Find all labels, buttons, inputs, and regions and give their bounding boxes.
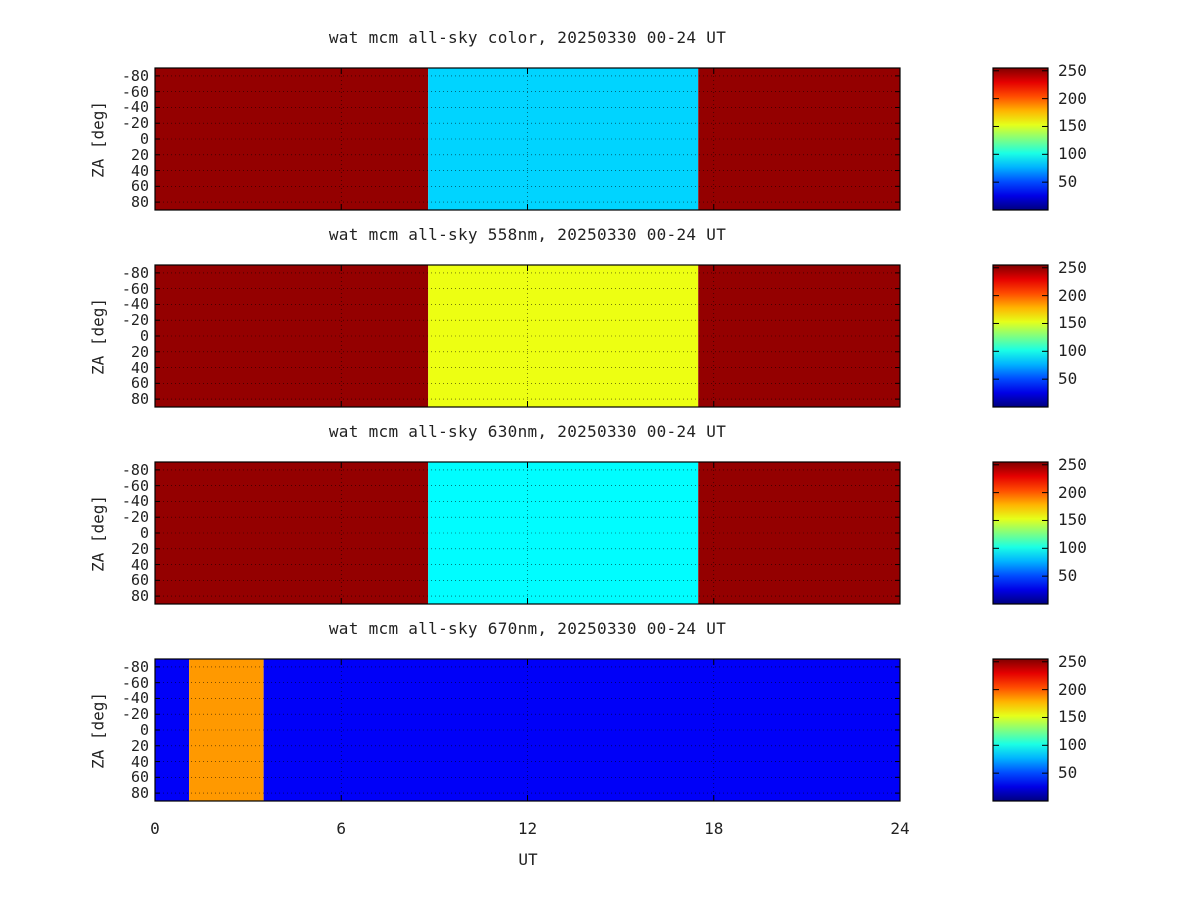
x-tick-label: 24 (890, 819, 910, 838)
colorbar (992, 67, 1049, 211)
heatmap-region (155, 659, 190, 801)
panel-title: wat mcm all-sky color, 20250330 00-24 UT (328, 28, 727, 47)
colorbar-tick-label: 50 (1058, 763, 1078, 783)
y-tick-label: -60 (121, 82, 149, 101)
x-tick-label: 12 (517, 819, 538, 838)
colorbar-tick-label: 100 (1058, 735, 1087, 755)
y-tick-label: -40 (121, 689, 149, 708)
x-axis-label: UT (518, 850, 538, 869)
colorbar-tick-label: 100 (1058, 144, 1087, 164)
y-tick-label: 40 (130, 752, 149, 771)
y-tick-label: 0 (139, 524, 149, 542)
y-tick-label: 0 (139, 130, 149, 148)
y-tick-label: -20 (121, 705, 149, 724)
y-tick-label: -80 (121, 657, 149, 676)
y-tick-label: -20 (121, 508, 149, 527)
plot-frame (154, 461, 901, 605)
y-tick-label: 80 (130, 193, 149, 212)
colorbar-tick-label: 100 (1058, 341, 1087, 361)
y-tick-label: -60 (121, 279, 149, 298)
y-tick-label: 20 (130, 342, 149, 361)
y-tick-label: 40 (130, 358, 149, 377)
y-tick-label: 0 (139, 327, 149, 345)
y-axis-label: ZA [deg] (88, 691, 108, 770)
y-tick-label: 40 (130, 161, 149, 180)
colorbar-tick-label: 50 (1058, 172, 1078, 192)
y-tick-label: 20 (130, 736, 149, 755)
colorbar (992, 658, 1049, 802)
y-tick-label: -40 (121, 492, 149, 511)
heatmap-region (263, 659, 900, 801)
panel-title: wat mcm all-sky 558nm, 20250330 00-24 UT (328, 225, 727, 244)
y-tick-label: -60 (121, 476, 149, 495)
colorbar-tick-label: 150 (1058, 116, 1087, 136)
colorbar-tick-label: 150 (1058, 707, 1087, 727)
y-tick-label: 80 (130, 587, 149, 606)
panel-2 (154, 264, 1049, 408)
colorbar-tick-label: 50 (1058, 369, 1078, 389)
plot-frame (154, 67, 901, 211)
x-tick-label: 0 (150, 819, 160, 838)
y-tick-label: 60 (130, 374, 149, 393)
colorbar-tick-label: 250 (1058, 651, 1087, 671)
y-tick-label: 0 (139, 721, 149, 739)
plot-frame (154, 264, 901, 408)
panel-1 (154, 67, 1049, 211)
y-tick-label: 60 (130, 571, 149, 590)
colorbar-tick-label: 200 (1058, 679, 1087, 699)
y-axis-label: ZA [deg] (88, 100, 108, 179)
colorbar-tick-label: 250 (1058, 257, 1087, 277)
colorbar-tick-label: 200 (1058, 482, 1087, 502)
plot-frame (154, 658, 901, 802)
heatmap-region (189, 659, 264, 801)
colorbar-tick-label: 150 (1058, 313, 1087, 333)
y-tick-label: -40 (121, 295, 149, 314)
y-tick-label: 60 (130, 177, 149, 196)
panel-title: wat mcm all-sky 670nm, 20250330 00-24 UT (328, 619, 727, 638)
y-tick-label: 20 (130, 539, 149, 558)
panel-3 (154, 461, 1049, 605)
x-tick-label: 6 (336, 819, 347, 838)
y-axis-label: ZA [deg] (88, 494, 108, 573)
colorbar-tick-label: 250 (1058, 454, 1087, 474)
y-tick-label: -20 (121, 114, 149, 133)
y-tick-label: -60 (121, 673, 149, 692)
colorbar-tick-label: 200 (1058, 88, 1087, 108)
colorbar-tick-label: 150 (1058, 510, 1087, 530)
colorbar-tick-label: 100 (1058, 538, 1087, 558)
colorbar (992, 264, 1049, 408)
y-tick-label: -80 (121, 460, 149, 479)
y-tick-label: -20 (121, 311, 149, 330)
y-tick-label: -80 (121, 263, 149, 282)
y-tick-label: -80 (121, 66, 149, 85)
y-tick-label: 40 (130, 555, 149, 574)
y-axis-label: ZA [deg] (88, 297, 108, 376)
colorbar (992, 461, 1049, 605)
colorbar-tick-label: 250 (1058, 60, 1087, 80)
y-tick-label: -40 (121, 98, 149, 117)
y-tick-label: 60 (130, 768, 149, 787)
y-tick-label: 80 (130, 784, 149, 803)
colorbar-tick-label: 50 (1058, 566, 1078, 586)
y-tick-label: 20 (130, 145, 149, 164)
panel-4 (154, 658, 1049, 802)
colorbar-tick-label: 200 (1058, 285, 1087, 305)
y-tick-label: 80 (130, 390, 149, 409)
panel-title: wat mcm all-sky 630nm, 20250330 00-24 UT (328, 422, 727, 441)
x-tick-label: 18 (704, 819, 724, 838)
